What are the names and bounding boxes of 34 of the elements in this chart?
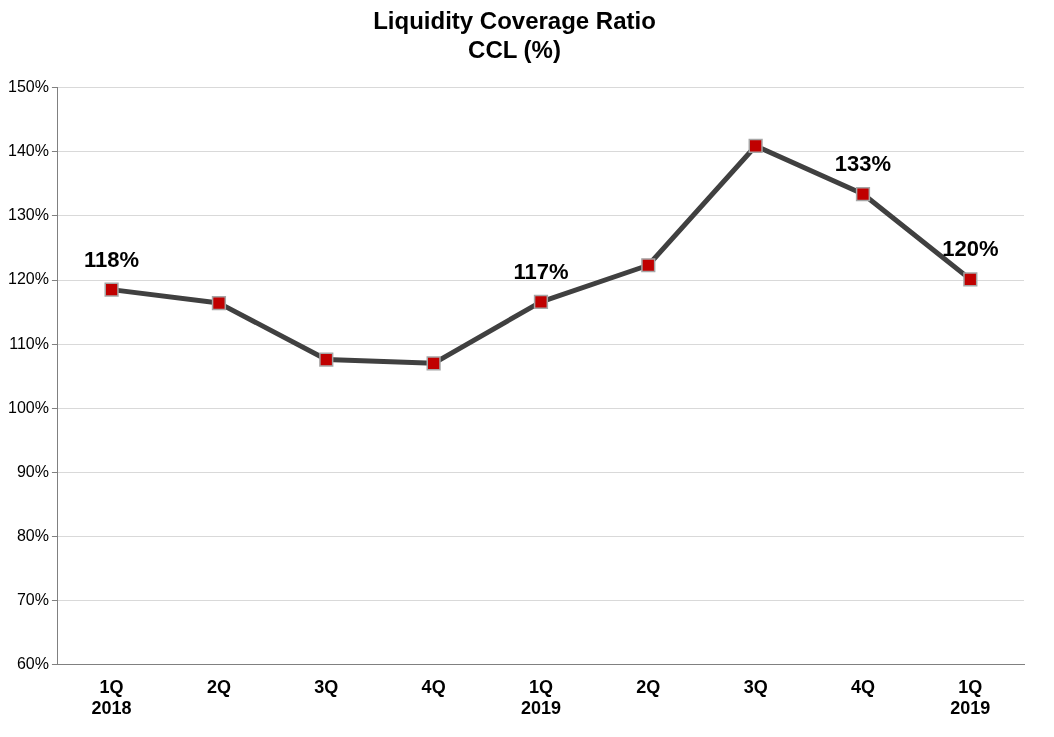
- y-tick-label: 80%: [16, 526, 49, 544]
- y-tick-label: 120%: [8, 270, 49, 288]
- point: [748, 138, 763, 154]
- point: [963, 272, 978, 287]
- y-tick-label: 60%: [16, 655, 49, 673]
- point: [855, 186, 871, 202]
- point: [104, 282, 119, 297]
- point: [533, 294, 549, 309]
- data-label: 120%: [942, 236, 999, 262]
- text: Liquidity Coverage Ratio: [373, 7, 656, 35]
- x-tick-label: 4Q: [421, 676, 446, 697]
- y-tick-label: 90%: [16, 462, 49, 480]
- y-tick-label: 130%: [8, 206, 49, 224]
- point: [641, 258, 656, 273]
- x-tick-label: 2Q: [636, 676, 661, 697]
- x-tick-label: 2Q: [206, 676, 231, 697]
- x-tick-label: 4Q: [850, 676, 875, 697]
- y-tick-label: 140%: [8, 142, 49, 160]
- x-tick-label: 3Q: [743, 676, 768, 697]
- data-label: 118%: [84, 246, 140, 272]
- point: [319, 352, 334, 367]
- text: CCL (%): [468, 35, 561, 63]
- data-label: 117%: [513, 258, 569, 284]
- y-tick-label: 150%: [8, 78, 49, 96]
- x-tick-label: 1Q 2019: [520, 676, 561, 719]
- point: [211, 295, 227, 311]
- y-tick-label: 110%: [9, 334, 49, 352]
- data-label: 133%: [834, 151, 892, 177]
- x-tick-label: 3Q: [314, 676, 339, 697]
- point: [426, 356, 441, 371]
- x-tick-label: 1Q 2018: [91, 676, 132, 719]
- x-tick-label: 1Q 2019: [950, 676, 991, 719]
- y-tick-label: 70%: [16, 591, 49, 609]
- y-tick-label: 100%: [8, 398, 49, 416]
